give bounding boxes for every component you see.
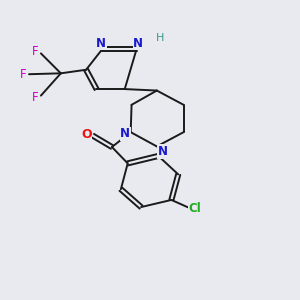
Text: Cl: Cl [189, 202, 202, 215]
Text: F: F [32, 91, 38, 104]
Text: F: F [32, 45, 38, 58]
Text: N: N [96, 37, 106, 50]
Text: N: N [120, 127, 130, 140]
Text: N: N [158, 145, 168, 158]
Text: N: N [133, 37, 143, 50]
Text: O: O [81, 128, 92, 141]
Text: H: H [156, 33, 164, 43]
Text: F: F [20, 68, 26, 81]
